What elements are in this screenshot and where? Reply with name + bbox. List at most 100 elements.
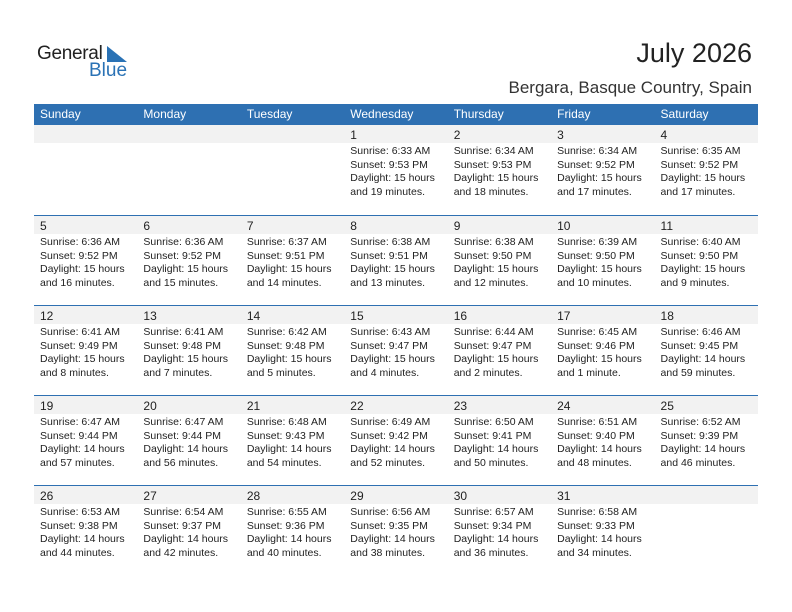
daylight2-text: and 5 minutes.: [246, 366, 316, 379]
sunset-text: Sunset: 9:51 PM: [246, 249, 325, 262]
day-number: 9: [447, 216, 552, 234]
day-cell: 28 Sunrise: 6:55 AM Sunset: 9:36 PM Dayligh…: [240, 486, 345, 575]
sunrise-text: Sunrise: 6:34 AM: [557, 145, 638, 157]
day-info: Sunrise: 6:38 AM Sunset: 9:51 PM Daylight:…: [344, 234, 447, 290]
daylight2-text: and 13 minutes.: [350, 276, 425, 289]
day-number: 11: [654, 216, 758, 234]
day-number: [137, 125, 241, 143]
sunrise-text: Sunrise: 6:39 AM: [557, 236, 638, 248]
day-number: 16: [447, 306, 552, 324]
daylight2-text: and 7 minutes.: [143, 366, 213, 379]
sunrise-text: Sunrise: 6:38 AM: [350, 236, 431, 248]
sunrise-text: Sunrise: 6:54 AM: [143, 506, 224, 518]
sunrise-text: Sunrise: 6:46 AM: [660, 326, 741, 338]
sunrise-text: Sunrise: 6:42 AM: [246, 326, 327, 338]
day-number: 25: [654, 396, 758, 414]
weekday-sunday: Sunday: [40, 107, 81, 121]
daylight2-text: and 52 minutes.: [350, 456, 425, 469]
sunset-text: Sunset: 9:51 PM: [350, 249, 428, 262]
day-info: Sunrise: 6:47 AM Sunset: 9:44 PM Daylight:…: [34, 414, 137, 470]
day-cell: 4 Sunrise: 6:35 AM Sunset: 9:52 PM Daylight…: [654, 125, 758, 215]
daylight1-text: Daylight: 15 hours: [246, 263, 332, 275]
day-info: Sunrise: 6:48 AM Sunset: 9:43 PM Daylight:…: [241, 414, 344, 470]
daylight2-text: and 50 minutes.: [453, 456, 529, 469]
sunset-text: Sunset: 9:46 PM: [557, 339, 635, 352]
day-number: 13: [137, 306, 241, 324]
day-number: 24: [551, 396, 655, 414]
daylight2-text: and 46 minutes.: [660, 456, 736, 469]
day-number: 8: [344, 216, 448, 234]
daylight2-text: and 10 minutes.: [557, 276, 632, 289]
sunset-text: Sunset: 9:37 PM: [143, 519, 222, 532]
day-cell: 21 Sunrise: 6:48 AM Sunset: 9:43 PM Dayligh…: [240, 396, 345, 485]
daylight2-text: and 8 minutes.: [40, 366, 109, 379]
day-info: Sunrise: 6:47 AM Sunset: 9:44 PM Daylight:…: [137, 414, 240, 470]
day-cell: 23 Sunrise: 6:50 AM Sunset: 9:41 PM Dayligh…: [447, 396, 552, 485]
sunset-text: Sunset: 9:52 PM: [660, 158, 739, 171]
sunset-text: Sunset: 9:48 PM: [246, 339, 325, 352]
sunrise-text: Sunrise: 6:38 AM: [453, 236, 534, 248]
day-cell: [654, 486, 758, 575]
daylight2-text: and 38 minutes.: [350, 546, 425, 559]
day-cell: [137, 125, 241, 215]
sunset-text: Sunset: 9:43 PM: [246, 429, 325, 442]
day-info: Sunrise: 6:49 AM Sunset: 9:42 PM Daylight:…: [344, 414, 447, 470]
sunrise-text: Sunrise: 6:52 AM: [660, 416, 741, 428]
daylight1-text: Daylight: 15 hours: [143, 263, 229, 275]
day-number: 28: [240, 486, 345, 504]
day-cell: 20 Sunrise: 6:47 AM Sunset: 9:44 PM Dayligh…: [137, 396, 241, 485]
daylight2-text: and 16 minutes.: [40, 276, 115, 289]
day-number: 19: [34, 396, 138, 414]
daylight2-text: and 19 minutes.: [350, 185, 425, 198]
day-cell: 1 Sunrise: 6:33 AM Sunset: 9:53 PM Daylight…: [344, 125, 448, 215]
day-number: 26: [34, 486, 138, 504]
day-info: Sunrise: 6:39 AM Sunset: 9:50 PM Daylight:…: [551, 234, 654, 290]
day-cell: [34, 125, 138, 215]
daylight1-text: Daylight: 15 hours: [660, 263, 746, 275]
weekday-tuesday: Tuesday: [246, 107, 293, 121]
day-cell: 6 Sunrise: 6:36 AM Sunset: 9:52 PM Daylight…: [137, 216, 241, 305]
day-info: Sunrise: 6:36 AM Sunset: 9:52 PM Daylight:…: [34, 234, 137, 290]
day-number: 6: [137, 216, 241, 234]
daylight1-text: Daylight: 14 hours: [660, 443, 746, 455]
sunset-text: Sunset: 9:48 PM: [143, 339, 222, 352]
sunrise-text: Sunrise: 6:34 AM: [453, 145, 534, 157]
sunset-text: Sunset: 9:50 PM: [453, 249, 532, 262]
sunset-text: Sunset: 9:52 PM: [143, 249, 222, 262]
day-number: 10: [551, 216, 655, 234]
day-cell: 17 Sunrise: 6:45 AM Sunset: 9:46 PM Dayligh…: [551, 306, 655, 395]
daylight1-text: Daylight: 15 hours: [350, 353, 435, 365]
daylight1-text: Daylight: 15 hours: [350, 172, 435, 184]
daylight2-text: and 34 minutes.: [557, 546, 632, 559]
location: Bergara, Basque Country, Spain: [508, 78, 753, 97]
sunset-text: Sunset: 9:44 PM: [40, 429, 118, 442]
daylight2-text: and 4 minutes.: [350, 366, 420, 379]
day-cell: 24 Sunrise: 6:51 AM Sunset: 9:40 PM Dayligh…: [551, 396, 655, 485]
week-row: 19 Sunrise: 6:47 AM Sunset: 9:44 PM Dayligh…: [34, 395, 758, 485]
daylight2-text: and 59 minutes.: [660, 366, 736, 379]
logo-general: General: [37, 43, 103, 64]
day-number: 12: [34, 306, 138, 324]
sunset-text: Sunset: 9:50 PM: [660, 249, 739, 262]
day-cell: 30 Sunrise: 6:57 AM Sunset: 9:34 PM Dayligh…: [447, 486, 552, 575]
day-info: Sunrise: 6:58 AM Sunset: 9:33 PM Daylight:…: [551, 504, 654, 560]
sunrise-text: Sunrise: 6:44 AM: [453, 326, 534, 338]
sunrise-text: Sunrise: 6:50 AM: [453, 416, 534, 428]
day-number: 5: [34, 216, 138, 234]
day-number: 7: [240, 216, 345, 234]
daylight2-text: and 44 minutes.: [40, 546, 115, 559]
daylight1-text: Daylight: 14 hours: [660, 353, 746, 365]
daylight1-text: Daylight: 15 hours: [660, 172, 746, 184]
daylight1-text: Daylight: 14 hours: [557, 443, 642, 455]
weekday-thursday: Thursday: [453, 107, 504, 121]
weekday-header: Sunday Monday Tuesday Wednesday Thursday Frid…: [34, 104, 758, 125]
sunset-text: Sunset: 9:49 PM: [40, 339, 118, 352]
daylight1-text: Daylight: 14 hours: [453, 533, 539, 545]
daylight1-text: Daylight: 15 hours: [246, 353, 332, 365]
day-cell: 2 Sunrise: 6:34 AM Sunset: 9:53 PM Daylight…: [447, 125, 552, 215]
daylight2-text: and 17 minutes.: [557, 185, 632, 198]
day-number: 23: [447, 396, 552, 414]
sunrise-text: Sunrise: 6:55 AM: [246, 506, 327, 518]
day-info: Sunrise: 6:37 AM Sunset: 9:51 PM Daylight:…: [241, 234, 344, 290]
day-cell: 3 Sunrise: 6:34 AM Sunset: 9:52 PM Daylight…: [551, 125, 655, 215]
